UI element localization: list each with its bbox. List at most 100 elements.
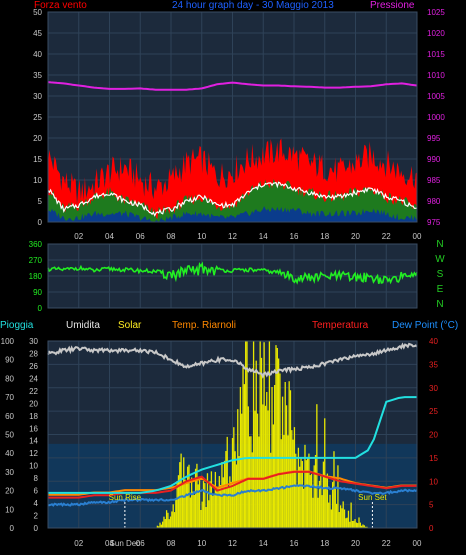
solar-tick-label: 16: [29, 424, 38, 433]
sun-dec-label: Sun Dec: [110, 539, 141, 548]
rain-tick-label: 40: [5, 449, 14, 458]
time-tick-label: 06: [136, 232, 145, 241]
time-tick-label-bottom: 04: [105, 539, 114, 548]
time-tick-label-bottom: 02: [74, 539, 83, 548]
solar-tick-label: 12: [29, 449, 38, 458]
direction-tick-label: 90: [33, 288, 42, 297]
rain-tick-label: 0: [10, 524, 15, 533]
temp-riarnoli-legend: Temp. Riarnoli: [172, 320, 236, 331]
pressure-tick-label: 1010: [427, 71, 445, 80]
rain-tick-label: 80: [5, 374, 14, 383]
solar-tick-label: 10: [29, 462, 38, 471]
time-tick-label-bottom: 20: [351, 539, 360, 548]
solar-tick-label: 14: [29, 437, 38, 446]
compass-letter: E: [437, 284, 444, 295]
dew-point-legend: Dew Point (°C): [392, 320, 459, 331]
wind-tick-label: 10: [33, 176, 42, 185]
temp-tick-label: 0: [429, 524, 434, 533]
wind-gust-area: [48, 138, 417, 222]
rain-tick-label: 50: [5, 431, 14, 440]
solar-tick-label: 22: [29, 387, 38, 396]
direction-tick-label: 0: [38, 304, 43, 313]
pressure-tick-label: 1025: [427, 8, 445, 17]
time-tick-label: 16: [290, 232, 299, 241]
wind-tick-label: 20: [33, 134, 42, 143]
solar-tick-label: 4: [34, 499, 39, 508]
pressure-tick-label: 1000: [427, 113, 445, 122]
compass-letter: N: [436, 239, 443, 250]
time-tick-label: 22: [382, 232, 391, 241]
temp-tick-label: 25: [429, 407, 438, 416]
sun-rise-label: Sun Rise: [109, 493, 142, 502]
wind-avg-area: [48, 179, 417, 222]
direction-tick-label: 180: [29, 272, 43, 281]
temp-tick-label: 5: [429, 501, 434, 510]
rain-tick-label: 70: [5, 393, 14, 402]
direction-tick-label: 270: [29, 256, 43, 265]
solar-tick-label: 28: [29, 349, 38, 358]
pressure-tick-label: 990: [427, 155, 441, 164]
rain-line: [48, 396, 417, 494]
solar-tick-label: 18: [29, 412, 38, 421]
wind-tick-label: 25: [33, 113, 42, 122]
temp-tick-label: 35: [429, 360, 438, 369]
rain-tick-label: 30: [5, 468, 14, 477]
rain-tick-label: 100: [1, 337, 15, 346]
time-tick-label-bottom: 08: [167, 539, 176, 548]
pressure-tick-label: 995: [427, 134, 441, 143]
time-tick-label-bottom: 10: [197, 539, 206, 548]
temperature-legend: Temperatura: [312, 320, 369, 331]
pressure-line: [47, 81, 418, 91]
solar-tick-label: 20: [29, 399, 38, 408]
wind-tick-label: 15: [33, 155, 42, 164]
solar-tick-label: 2: [34, 512, 39, 521]
pressure-tick-label: 1005: [427, 92, 445, 101]
time-tick-label: 10: [197, 232, 206, 241]
compass-letter: N: [436, 299, 443, 310]
time-tick-label-bottom: 00: [413, 539, 422, 548]
temp-tick-label: 10: [429, 477, 438, 486]
temp-tick-label: 30: [429, 384, 438, 393]
pressure-tick-label: 985: [427, 176, 441, 185]
time-tick-label: 20: [351, 232, 360, 241]
panel-frame: [47, 11, 418, 223]
time-tick-label: 08: [167, 232, 176, 241]
time-tick-label-bottom: 22: [382, 539, 391, 548]
pressure-tick-label: 980: [427, 197, 441, 206]
wind-tick-label: 0: [38, 218, 43, 227]
time-tick-label-bottom: 18: [320, 539, 329, 548]
time-tick-label-bottom: 16: [290, 539, 299, 548]
rain-tick-label: 10: [5, 505, 14, 514]
temp-tick-label: 20: [429, 431, 438, 440]
wind-axis-label: Forza vento: [34, 0, 87, 11]
wind-lull-area: [48, 206, 417, 222]
time-tick-label: 02: [74, 232, 83, 241]
rain-tick-label: 20: [5, 487, 14, 496]
wind-tick-label: 40: [33, 50, 42, 59]
temp-tick-label: 40: [429, 337, 438, 346]
time-tick-label: 14: [259, 232, 268, 241]
time-tick-label: 00: [413, 232, 422, 241]
wind-tick-label: 30: [33, 92, 42, 101]
compass-letter: S: [437, 269, 444, 280]
direction-tick-label: 360: [29, 240, 43, 249]
wind-tick-label: 5: [38, 197, 43, 206]
time-tick-label: 18: [320, 232, 329, 241]
solar-tick-label: 6: [34, 487, 39, 496]
time-tick-label: 12: [228, 232, 237, 241]
rain-tick-label: 90: [5, 356, 14, 365]
wind-tick-label: 35: [33, 71, 42, 80]
humidity-line: [47, 342, 418, 379]
pressure-tick-label: 1020: [427, 29, 445, 38]
rain-tick-label: 60: [5, 412, 14, 421]
solar-tick-label: 8: [34, 474, 39, 483]
humidity-legend: Umidita: [66, 320, 100, 331]
rain-legend: Pioggia: [0, 320, 34, 331]
time-tick-label-bottom: 14: [259, 539, 268, 548]
solar-legend: Solar: [118, 320, 142, 331]
dew-point-line: [48, 484, 418, 508]
panel-frame: [47, 340, 418, 529]
wind-avg-line: [47, 181, 418, 217]
